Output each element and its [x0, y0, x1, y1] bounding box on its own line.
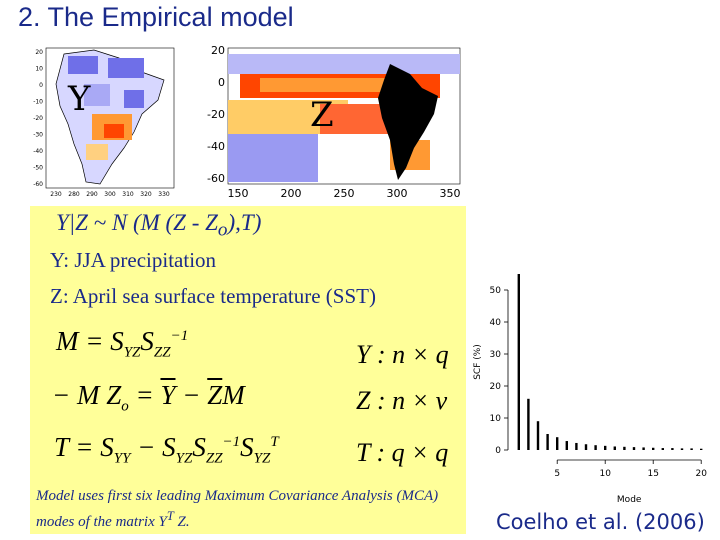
map-y-tick-label: 20 [35, 49, 43, 56]
note-superscript: T [166, 509, 174, 523]
distribution-prefix: Y|Z ~ N (M (Z - Z [56, 210, 218, 235]
scf-bar [700, 448, 703, 450]
dimension-y: Y : n × q [356, 340, 449, 369]
model-box: Y|Z ~ N (M (Z - Zo),T) Y: JJA precipitat… [30, 206, 466, 534]
precip-cool-patch [68, 56, 98, 74]
scf-bar [575, 442, 578, 450]
model-note: Model uses first six leading Maximum Cov… [36, 486, 464, 532]
map-x-tick-label: 330 [158, 191, 170, 198]
equation-m: M = SYZSZZ−1 [56, 326, 189, 361]
scf-bar [584, 444, 588, 450]
south-america-landmass [378, 64, 438, 180]
scf-bar [671, 448, 674, 450]
dimension-z: Z : n × v [356, 386, 448, 415]
scf-bar [565, 441, 568, 450]
y-axis-label: SCF (%) [473, 344, 483, 380]
scf-bar [632, 447, 636, 450]
z-definition: Z: April sea surface temperature (SST) [50, 284, 376, 308]
x-axis-label: Mode [617, 495, 642, 505]
precip-cool-patch [124, 90, 144, 108]
citation: Coelho et al. (2006) [496, 510, 705, 534]
note-end: Z. [173, 514, 190, 530]
precip-cool-patch [108, 58, 144, 78]
x-tick-label: 15 [647, 469, 658, 479]
y-tick-label: 0 [495, 446, 501, 456]
map-y-tick-label: -20 [33, 115, 43, 122]
map-y-tick-label: 0 [39, 82, 43, 89]
map-x-tick-label: 230 [50, 191, 62, 198]
map-x-tick-label: 200 [281, 187, 302, 200]
x-tick-label: 10 [599, 469, 611, 479]
y-map-label: Y [67, 79, 91, 119]
y-tick-label: 20 [490, 382, 502, 392]
sst-cool-patch [228, 134, 318, 182]
distribution-subscript: o [217, 219, 228, 241]
sst-warm-core [260, 78, 410, 92]
scf-bar [652, 447, 655, 450]
scf-bar [623, 446, 626, 450]
map-x-tick-label: 300 [104, 191, 116, 198]
dimension-t: T : q × q [356, 438, 449, 467]
sst-cool-band [228, 54, 460, 74]
y-tick-label: 30 [490, 350, 502, 360]
equation-mz: − M Zo = Y − ZM [52, 380, 245, 415]
map-x-tick-label: 150 [228, 187, 249, 200]
map-x-tick-label: 300 [387, 187, 408, 200]
scf-bar [536, 421, 540, 450]
map-y-tick-label: -40 [207, 140, 225, 153]
map-y-tick-label: -10 [33, 99, 43, 106]
map-y-tick-label: -40 [33, 148, 43, 155]
z-map-label: Z [310, 95, 334, 135]
map-y-tick-label: -20 [207, 108, 225, 121]
scf-bar [517, 274, 520, 450]
map-x-tick-label: 310 [122, 191, 134, 198]
equation-t: T = SYY − SYZSZZ−1SYZT [54, 432, 279, 467]
scf-bar [690, 448, 693, 450]
scf-bar [680, 448, 684, 450]
precipitation-map: 20 10 0 -10 -20 -30 -40 -50 -60 230 280 290 300 310 3… [33, 47, 175, 198]
precip-warm-patch [104, 124, 124, 138]
y-tick-label: 40 [490, 318, 502, 328]
precip-warm-patch [86, 144, 108, 160]
scf-bar [556, 437, 559, 450]
scf-bar [642, 447, 645, 450]
note-text: Model uses first six leading Maximum Cov… [36, 488, 439, 530]
map-x-tick-label: 250 [334, 187, 355, 200]
slide-title: 2. The Empirical model [18, 2, 294, 32]
map-x-tick-label: 290 [86, 191, 98, 198]
map-x-tick-label: 320 [140, 191, 152, 198]
map-x-tick-label: 280 [68, 191, 80, 198]
y-tick-label: 50 [490, 286, 502, 296]
map-y-tick-label: 0 [218, 76, 225, 89]
distribution-line: Y|Z ~ N (M (Z - Zo),T) [56, 210, 261, 242]
scf-bar [594, 445, 597, 450]
scf-chart: 0 10 20 30 40 50 5 10 15 20 Mode SCF (%) [473, 274, 707, 505]
scf-bar [661, 448, 664, 450]
map-y-tick-label: -30 [33, 132, 43, 139]
scf-bar [604, 445, 607, 450]
y-definition: Y: JJA precipitation [50, 248, 217, 272]
scf-bar [527, 398, 530, 450]
scf-bar [546, 434, 549, 450]
x-tick-label: 5 [554, 469, 560, 479]
distribution-suffix: ),T) [227, 210, 262, 235]
map-y-tick-label: 10 [35, 66, 43, 73]
map-x-tick-label: 350 [440, 187, 461, 200]
y-tick-label: 10 [490, 414, 502, 424]
map-y-tick-label: -60 [33, 181, 43, 188]
scf-bar [613, 446, 616, 450]
x-tick-label: 20 [695, 469, 707, 479]
precip-cool-patch [84, 84, 110, 106]
map-y-tick-label: -50 [33, 165, 43, 172]
sst-map: 200-20-40-60 150 200 250 300 350 Z [207, 44, 461, 200]
map-y-tick-label: 20 [211, 44, 225, 57]
map-y-tick-label: -60 [207, 172, 225, 185]
